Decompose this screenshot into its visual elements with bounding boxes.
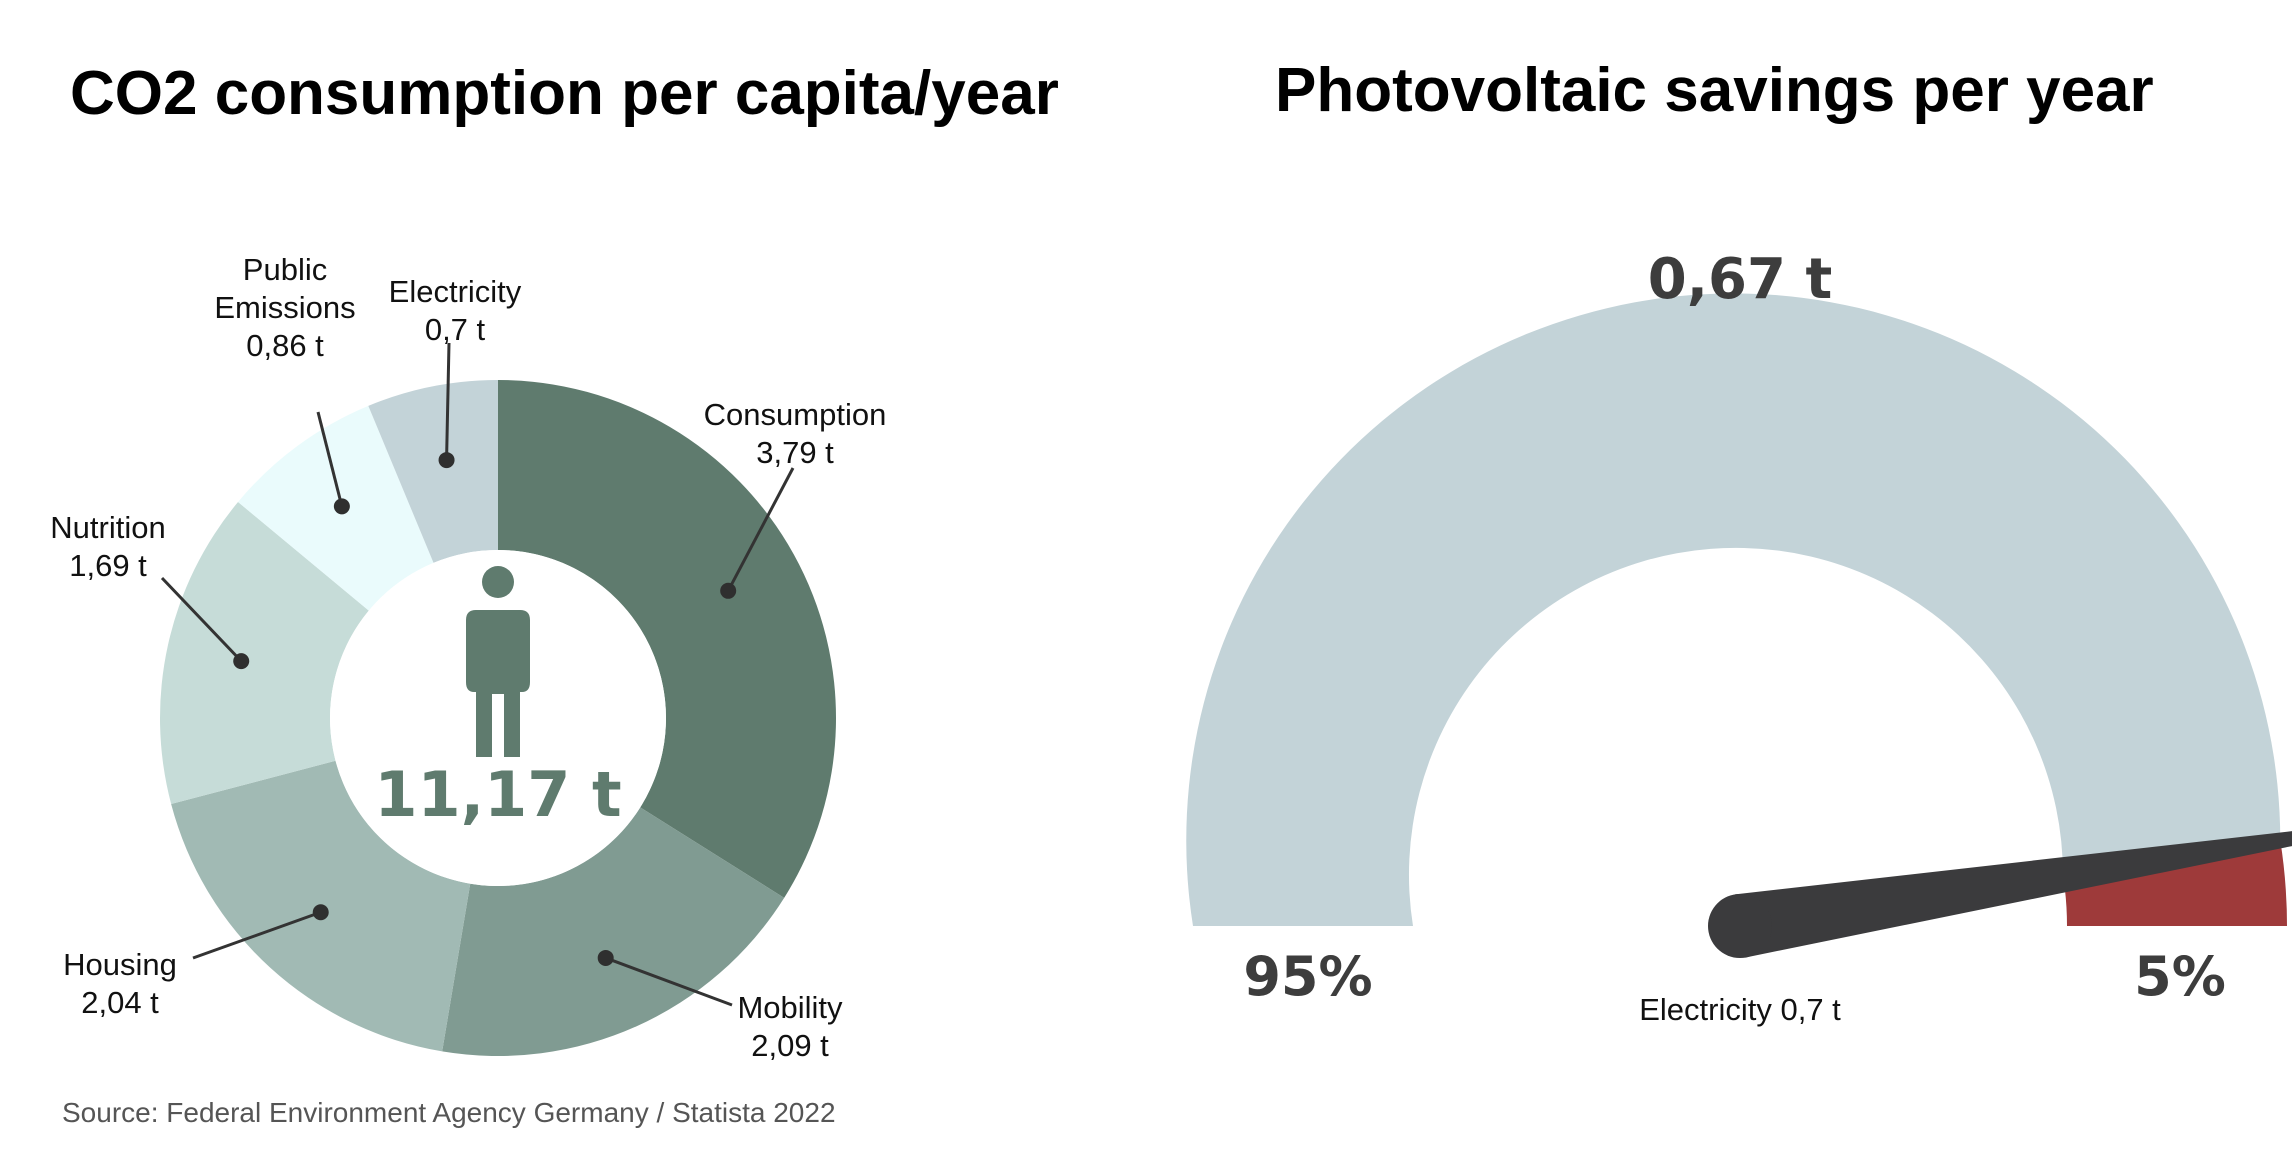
gauge-segment-remaining bbox=[1186, 293, 2281, 927]
slice-label-mobility: Mobility 2,09 t bbox=[737, 990, 843, 1063]
gauge-labels: 95% 5% bbox=[1243, 945, 2225, 1008]
gauge-needle bbox=[1734, 831, 2292, 958]
gauge-chart bbox=[1186, 293, 2292, 958]
chart-title-co2: CO2 consumption per capita/year bbox=[70, 59, 1059, 128]
donut-labels: Consumption 3,79 t Mobility 2,09 t Housing 2,… bbox=[50, 252, 886, 1063]
donut-slice-nutrition bbox=[159, 501, 369, 805]
leader-dot-nutrition bbox=[233, 653, 250, 670]
leader-line-nutrition bbox=[160, 576, 243, 663]
slice-label-consumption: Consumption 3,79 t bbox=[704, 397, 887, 470]
gauge-needle-hub bbox=[1708, 894, 1772, 958]
slice-label-housing: Housing 2,04 t bbox=[63, 947, 177, 1020]
gauge-value-label: 0,67 t bbox=[1648, 247, 1832, 312]
leader-dot-housing bbox=[312, 904, 329, 921]
donut-slice-mobility bbox=[442, 807, 785, 1056]
donut-center-total: 11,17 t bbox=[374, 758, 621, 831]
leader-dot-public-emissions bbox=[333, 498, 350, 515]
gauge-segment-label-remaining: 95% bbox=[1243, 945, 1372, 1008]
donut-slice-electricity bbox=[368, 380, 498, 563]
leader-dot-mobility bbox=[597, 949, 614, 966]
leader-line-public-emissions bbox=[316, 411, 344, 507]
slice-label-nutrition: Nutrition 1,69 t bbox=[50, 510, 165, 583]
person-icon bbox=[466, 566, 530, 757]
leader-line-mobility bbox=[605, 956, 733, 1007]
leader-dot-consumption bbox=[720, 582, 737, 599]
slice-label-electricity: Electricity 0,7 t bbox=[389, 274, 522, 347]
leader-line-housing bbox=[192, 910, 322, 960]
donut-slice-consumption bbox=[498, 380, 836, 898]
source-note: Source: Federal Environment Agency Germa… bbox=[62, 1097, 836, 1128]
leader-dot-electricity bbox=[438, 452, 455, 469]
gauge-segment-label-savings: 5% bbox=[2134, 945, 2226, 1008]
donut-hole bbox=[330, 550, 666, 886]
donut-chart bbox=[159, 380, 836, 1056]
gauge-segment-savings bbox=[2062, 840, 2287, 926]
leader-line-electricity bbox=[445, 342, 451, 461]
leader-line-consumption bbox=[726, 467, 795, 592]
gauge-needle-label: Electricity 0,7 t bbox=[1639, 992, 1841, 1027]
slice-label-public-emissions: Public Emissions 0,86 t bbox=[214, 252, 355, 363]
chart-title-photovoltaic: Photovoltaic savings per year bbox=[1275, 56, 2154, 125]
